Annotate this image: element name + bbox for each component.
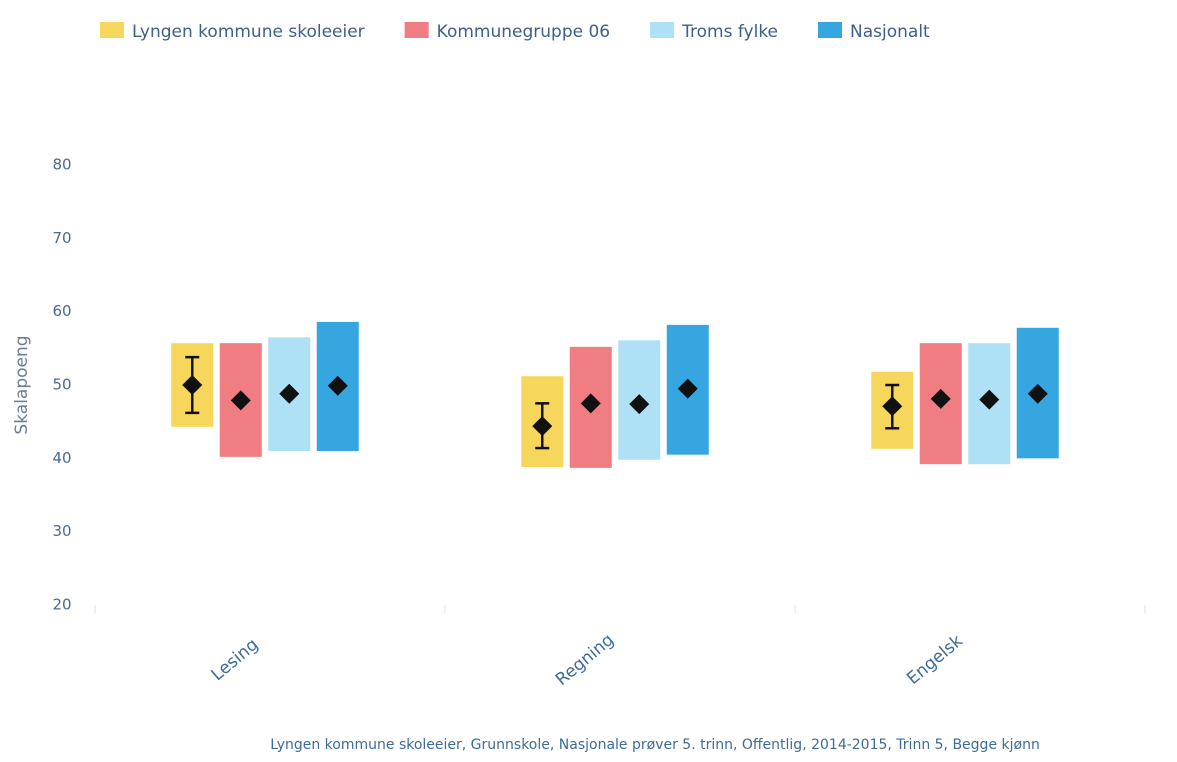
y-tick-label: 50 — [52, 376, 71, 394]
y-tick-label: 70 — [52, 229, 71, 247]
mean-marker — [182, 375, 203, 395]
legend-swatch — [100, 22, 124, 38]
mean-marker — [532, 416, 553, 437]
mean-marker — [930, 388, 951, 409]
legend-swatch — [650, 22, 675, 38]
caption: Lyngen kommune skoleeier, Grunnskole, Na… — [270, 737, 1040, 753]
mean-marker — [230, 390, 251, 411]
legend-label: Troms fylke — [681, 22, 778, 42]
x-tick-label: Regning — [552, 630, 618, 690]
y-tick-label: 20 — [52, 596, 71, 614]
mean-marker — [580, 393, 601, 414]
mean-marker — [1027, 383, 1048, 404]
legend-swatch — [404, 22, 429, 38]
mean-marker — [677, 378, 698, 399]
mean-marker — [279, 383, 300, 404]
y-tick-label: 80 — [52, 156, 71, 174]
mean-marker — [979, 389, 1000, 410]
x-tick-label: Engelsk — [903, 631, 967, 689]
legend-label: Nasjonalt — [850, 22, 930, 42]
mean-marker — [629, 394, 650, 415]
legend-swatch — [818, 22, 843, 38]
y-tick-label: 60 — [52, 302, 71, 320]
y-tick-label: 30 — [52, 522, 71, 540]
legend-label: Lyngen kommune skoleeier — [132, 22, 365, 42]
legend-label: Kommunegruppe 06 — [437, 22, 610, 42]
mean-marker — [327, 375, 348, 396]
mean-marker — [882, 396, 903, 417]
x-tick-label: Lesing — [208, 635, 263, 686]
y-axis-label: Skalapoeng — [12, 335, 32, 434]
y-tick-label: 40 — [52, 449, 71, 467]
